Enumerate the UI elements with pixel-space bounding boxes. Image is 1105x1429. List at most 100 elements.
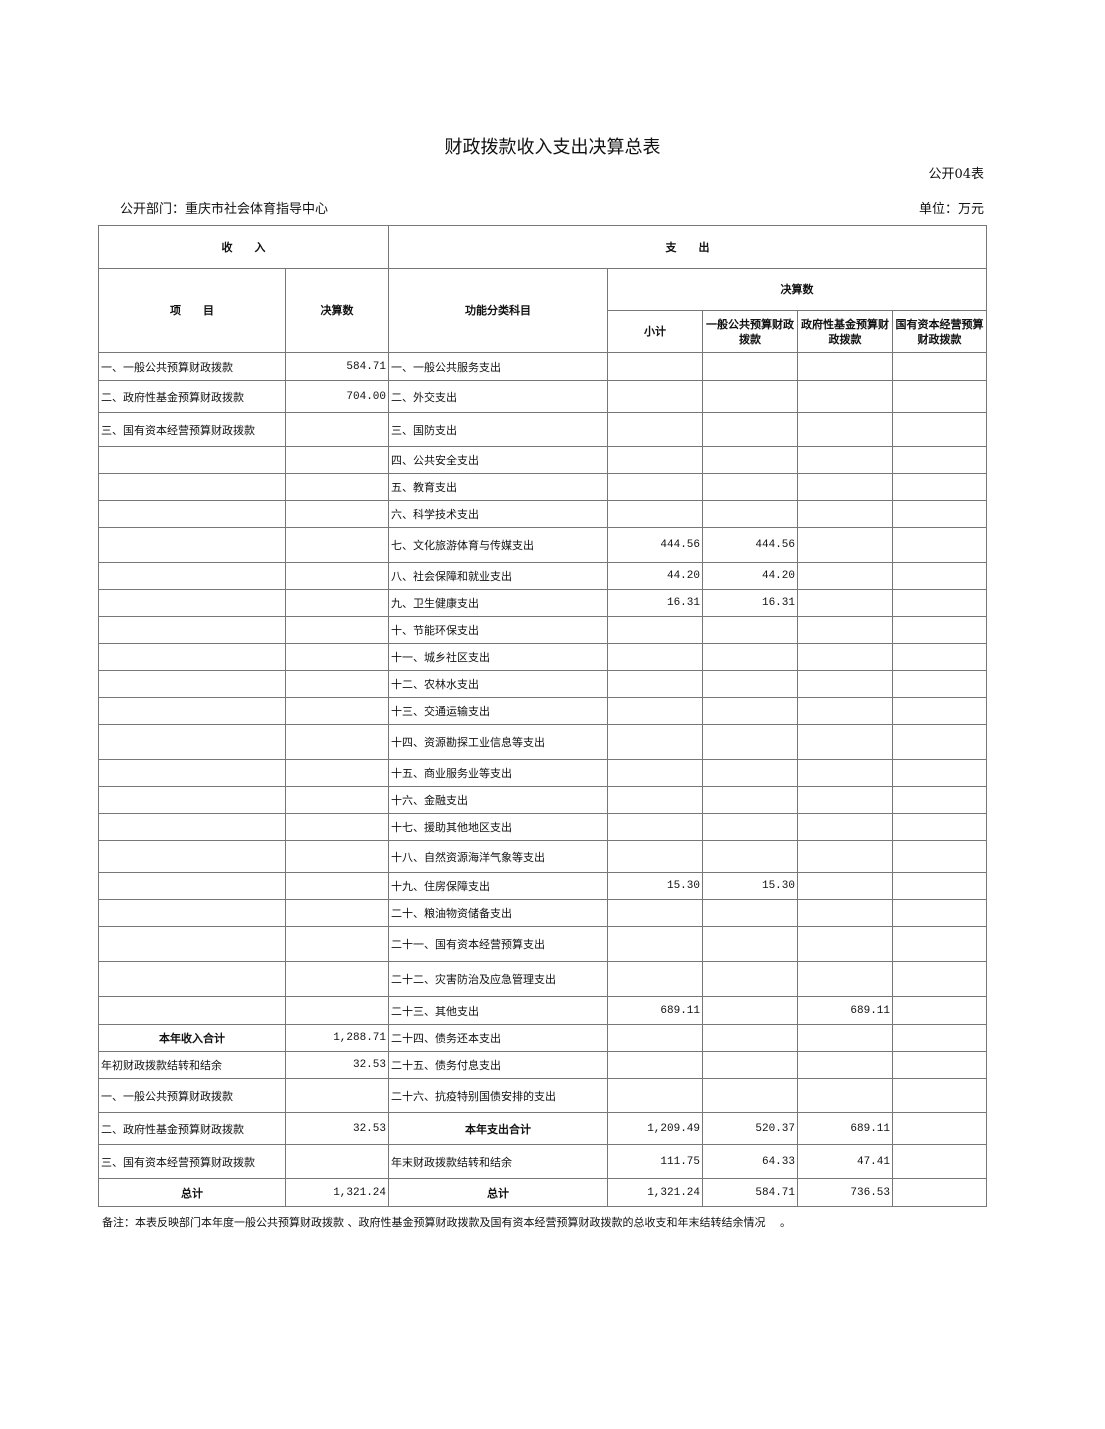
subtotal-cell xyxy=(607,813,703,841)
function-category-cell: 十六、金融支出 xyxy=(388,786,608,814)
income-amount-cell xyxy=(285,616,389,644)
function-category-cell: 十一、城乡社区支出 xyxy=(388,643,608,671)
state-capital-cell xyxy=(892,840,987,873)
income-item-cell: 三、国有资本经营预算财政拨款 xyxy=(98,412,286,447)
table-row: 年初财政拨款结转和结余 32.53 二十五、债务付息支出 xyxy=(98,1051,987,1079)
income-item-cell xyxy=(98,670,286,698)
table-row: 十八、自然资源海洋气象等支出 xyxy=(98,840,987,873)
subtotal-cell xyxy=(607,926,703,962)
income-item-cell: 三、国有资本经营预算财政拨款 xyxy=(98,1144,286,1179)
income-amount-cell xyxy=(285,473,389,501)
subtotal-cell: 444.56 xyxy=(607,527,703,563)
general-budget-cell xyxy=(702,1024,798,1052)
general-budget-cell xyxy=(702,670,798,698)
table-row: 十一、城乡社区支出 xyxy=(98,643,987,671)
gov-fund-cell xyxy=(797,926,893,962)
gov-fund-cell xyxy=(797,643,893,671)
income-item-cell xyxy=(98,996,286,1025)
general-budget-cell xyxy=(702,926,798,962)
gov-fund-cell: 689.11 xyxy=(797,996,893,1025)
gov-fund-cell xyxy=(797,840,893,873)
subtotal-cell xyxy=(607,473,703,501)
income-item-cell xyxy=(98,643,286,671)
income-amount-cell xyxy=(285,697,389,725)
income-amount-cell xyxy=(285,500,389,528)
subtotal-cell: 44.20 xyxy=(607,562,703,590)
income-item-cell xyxy=(98,500,286,528)
gov-fund-cell xyxy=(797,961,893,997)
gov-fund-cell xyxy=(797,527,893,563)
form-number: 公开04表 xyxy=(928,167,984,182)
final-amount-header: 决算数 xyxy=(607,268,987,311)
subtotal-cell: 1,209.49 xyxy=(607,1112,703,1145)
gov-fund-cell: 47.41 xyxy=(797,1144,893,1179)
subtotal-cell xyxy=(607,380,703,413)
function-category-cell: 五、教育支出 xyxy=(388,473,608,501)
general-budget-cell xyxy=(702,412,798,447)
table-row: 总计 1,321.24 总计 1,321.24 584.71 736.53 xyxy=(98,1178,987,1207)
income-amount-cell: 32.53 xyxy=(285,1051,389,1079)
state-capital-cell xyxy=(892,1178,987,1207)
general-budget-cell xyxy=(702,697,798,725)
income-amount-cell xyxy=(285,872,389,900)
gov-fund-cell xyxy=(797,380,893,413)
state-capital-cell xyxy=(892,1112,987,1145)
function-category-cell: 二十三、其他支出 xyxy=(388,996,608,1025)
gov-fund-cell xyxy=(797,899,893,927)
budget-table: 收 入 支 出 项 目 决算数 功能分类科目 决算数 小计 一般公共预算财政拨款… xyxy=(98,225,987,1207)
state-capital-cell xyxy=(892,643,987,671)
gov-fund-cell xyxy=(797,446,893,474)
income-item-cell: 年初财政拨款结转和结余 xyxy=(98,1051,286,1079)
gov-fund-cell xyxy=(797,352,893,381)
state-capital-cell xyxy=(892,670,987,698)
income-amount-cell xyxy=(285,926,389,962)
table-row: 二、政府性基金预算财政拨款 704.00 二、外交支出 xyxy=(98,380,987,413)
general-budget-cell: 64.33 xyxy=(702,1144,798,1179)
general-budget-cell xyxy=(702,643,798,671)
table-row: 十二、农林水支出 xyxy=(98,670,987,698)
state-capital-cell xyxy=(892,589,987,617)
subtotal-cell xyxy=(607,643,703,671)
gov-fund-cell xyxy=(797,872,893,900)
function-category-cell: 十三、交通运输支出 xyxy=(388,697,608,725)
function-category-cell: 二十五、债务付息支出 xyxy=(388,1051,608,1079)
subtotal-cell: 689.11 xyxy=(607,996,703,1025)
income-amount-cell: 1,321.24 xyxy=(285,1178,389,1207)
income-amount-cell xyxy=(285,412,389,447)
function-category-cell: 四、公共安全支出 xyxy=(388,446,608,474)
table-row: 十四、资源勘探工业信息等支出 xyxy=(98,724,987,760)
income-amount-cell xyxy=(285,759,389,787)
table-row: 二十、粮油物资储备支出 xyxy=(98,899,987,927)
income-amount-cell xyxy=(285,1078,389,1113)
gov-fund-cell xyxy=(797,412,893,447)
subtotal-cell xyxy=(607,786,703,814)
table-row: 五、教育支出 xyxy=(98,473,987,501)
general-budget-cell xyxy=(702,446,798,474)
gov-fund-cell: 689.11 xyxy=(797,1112,893,1145)
subtotal-cell: 15.30 xyxy=(607,872,703,900)
income-item-cell: 总计 xyxy=(98,1178,286,1207)
gov-fund-cell xyxy=(797,473,893,501)
table-row: 一、一般公共预算财政拨款 584.71 一、一般公共服务支出 xyxy=(98,352,987,381)
subtotal-cell xyxy=(607,412,703,447)
subtotal-cell xyxy=(607,352,703,381)
table-row: 二、政府性基金预算财政拨款 32.53 本年支出合计 1,209.49 520.37 68… xyxy=(98,1112,987,1145)
gov-fund-cell xyxy=(797,759,893,787)
table-row: 二十三、其他支出 689.11 689.11 xyxy=(98,996,987,1025)
subtotal-cell: 1,321.24 xyxy=(607,1178,703,1207)
function-category-cell: 二、外交支出 xyxy=(388,380,608,413)
general-budget-cell xyxy=(702,352,798,381)
table-row: 三、国有资本经营预算财政拨款 三、国防支出 xyxy=(98,412,987,447)
state-capital-cell xyxy=(892,562,987,590)
function-category-cell: 十八、自然资源海洋气象等支出 xyxy=(388,840,608,873)
function-category-cell: 十二、农林水支出 xyxy=(388,670,608,698)
general-budget-header: 一般公共预算财政拨款 xyxy=(702,310,798,353)
table-row: 十、节能环保支出 xyxy=(98,616,987,644)
subtotal-cell xyxy=(607,961,703,997)
income-item-cell xyxy=(98,697,286,725)
income-amount-cell: 32.53 xyxy=(285,1112,389,1145)
income-amount-cell xyxy=(285,996,389,1025)
state-capital-cell xyxy=(892,1144,987,1179)
function-category-cell: 十九、住房保障支出 xyxy=(388,872,608,900)
function-category-cell: 九、卫生健康支出 xyxy=(388,589,608,617)
